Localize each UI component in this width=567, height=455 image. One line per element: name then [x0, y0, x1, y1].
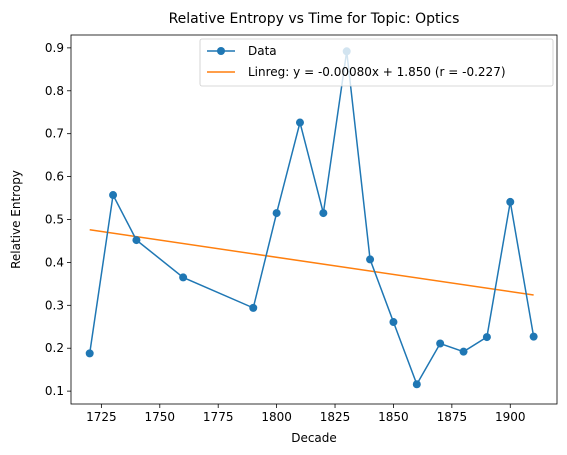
data-point	[179, 273, 188, 282]
x-axis: 1725 1750 1775 1800 1825 1850 1875 1900	[86, 404, 526, 424]
y-tick-label: 0.2	[45, 341, 64, 355]
y-tick-label: 0.6	[45, 170, 64, 184]
data-point	[132, 236, 141, 245]
y-tick-label: 0.5	[45, 213, 64, 227]
data-point	[85, 349, 94, 358]
y-axis: 0.1 0.2 0.3 0.4 0.5 0.6 0.7 0.8 0.9	[45, 41, 71, 398]
x-tick-label: 1800	[261, 410, 292, 424]
x-axis-title: Decade	[291, 431, 337, 445]
legend: Data Linreg: y = -0.00080x + 1.850 (r = …	[199, 38, 554, 87]
data-point	[366, 255, 375, 264]
series-linreg-line	[89, 229, 534, 296]
x-tick-label: 1875	[437, 410, 468, 424]
data-point	[482, 333, 491, 342]
y-tick-label: 0.3	[45, 298, 64, 312]
x-tick-label: 1725	[86, 410, 117, 424]
data-point	[459, 347, 468, 356]
data-point	[389, 318, 398, 327]
y-axis-title: Relative Entropy	[9, 170, 23, 269]
x-tick-label: 1825	[320, 410, 351, 424]
legend-box	[199, 38, 554, 87]
x-tick-label: 1900	[495, 410, 526, 424]
x-tick-label: 1750	[145, 410, 176, 424]
y-tick-label: 0.4	[45, 255, 64, 269]
y-tick-label: 0.9	[45, 41, 64, 55]
legend-label-data: Data	[248, 44, 277, 58]
data-point	[412, 380, 421, 389]
data-point	[436, 339, 445, 348]
x-tick-label: 1775	[203, 410, 234, 424]
data-point	[272, 209, 281, 218]
plot-frame	[70, 34, 558, 405]
data-point	[249, 303, 258, 312]
data-point	[319, 209, 328, 218]
legend-marker-data	[217, 47, 225, 55]
y-tick-label: 0.1	[45, 384, 64, 398]
plot-area	[85, 47, 538, 389]
data-point	[506, 197, 515, 206]
y-tick-label: 0.8	[45, 84, 64, 98]
legend-label-linreg: Linreg: y = -0.00080x + 1.850 (r = -0.22…	[248, 65, 506, 79]
data-point	[109, 191, 118, 200]
series-data-line	[88, 51, 535, 387]
chart-title: Relative Entropy vs Time for Topic: Opti…	[169, 11, 460, 27]
x-tick-label: 1850	[378, 410, 409, 424]
data-point	[529, 332, 538, 341]
data-point	[295, 118, 304, 127]
y-tick-label: 0.7	[45, 127, 64, 141]
